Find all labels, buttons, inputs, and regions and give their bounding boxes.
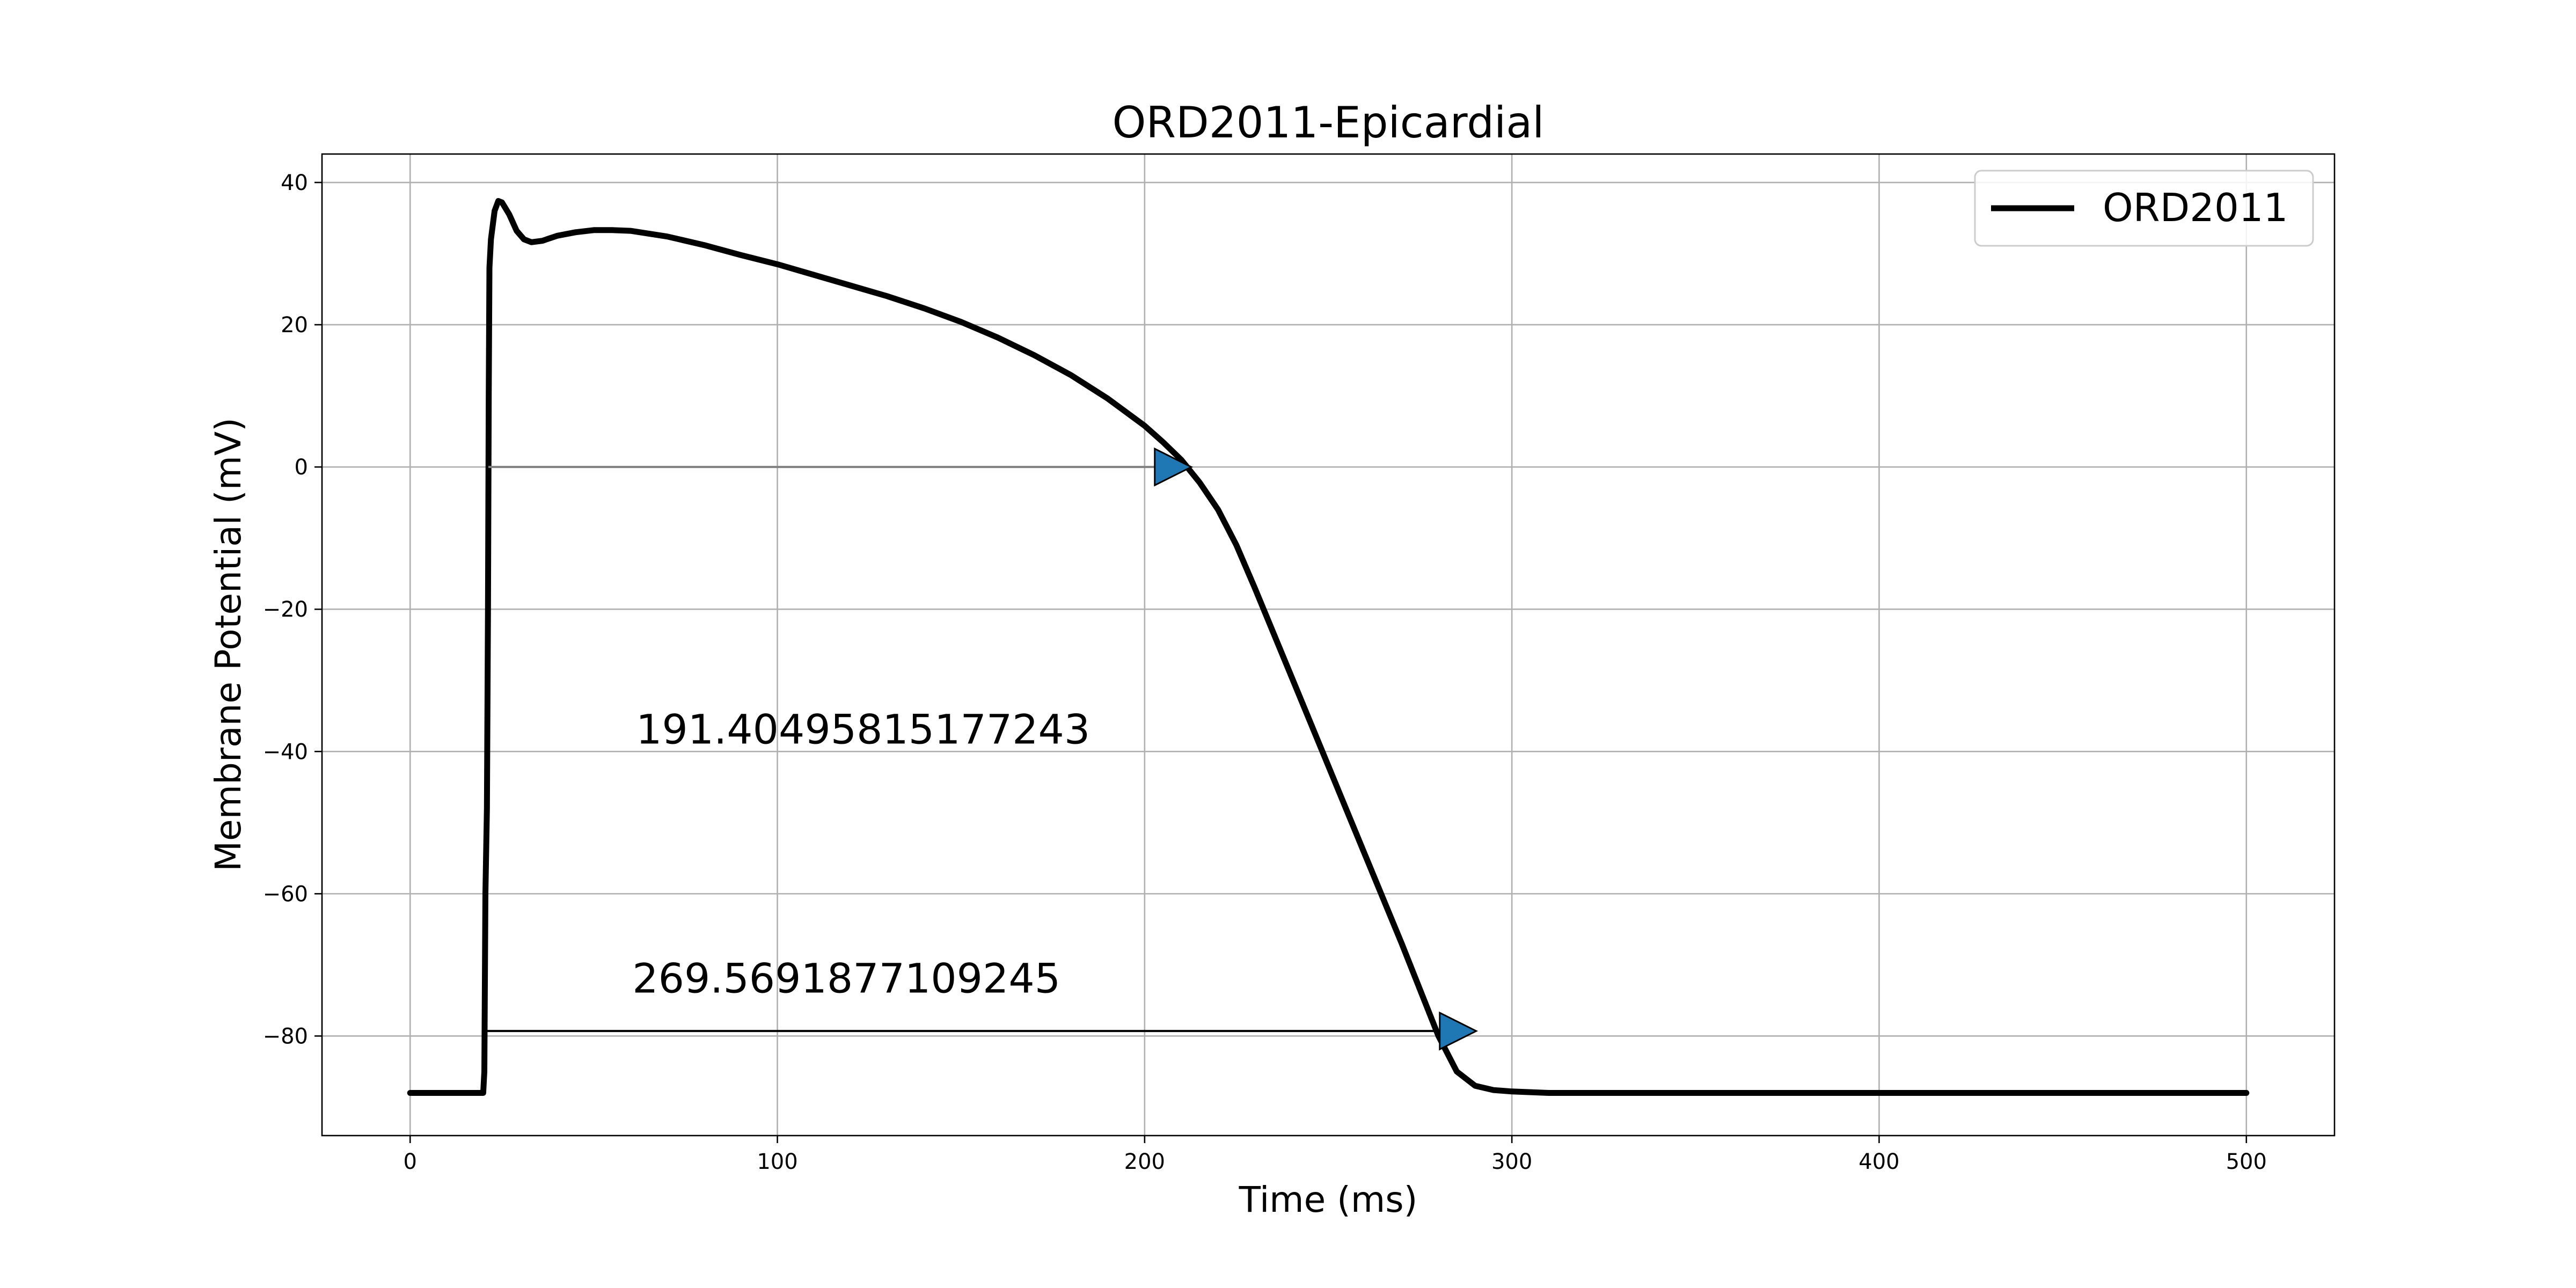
annotation-label-1: 191.40495815177243: [636, 706, 1090, 753]
annotation-label-2: 269.5691877109245: [632, 955, 1060, 1002]
annotation-arrow-head-1: [1154, 447, 1194, 487]
chart-title: ORD2011-Epicardial: [1113, 98, 1545, 148]
x-tick-label-300: 300: [1491, 1150, 1532, 1174]
x-axis-label: Time (ms): [1239, 1179, 1418, 1220]
x-tick-label-200: 200: [1124, 1150, 1165, 1174]
x-tick-label-400: 400: [1858, 1150, 1899, 1174]
y-tick-label--20: −20: [263, 597, 308, 622]
plot-frame: [321, 153, 2336, 1137]
y-tick-label-20: 20: [281, 313, 308, 338]
legend-entry-ord2011: ORD2011: [2103, 185, 2288, 230]
x-tick-label-0: 0: [404, 1150, 417, 1174]
y-tick-label-40: 40: [281, 171, 308, 195]
y-tick-label-0: 0: [295, 455, 308, 480]
ticks: 0 100 200 300 400 500 −80 −60 −40 −20 0 20 40: [263, 171, 2267, 1174]
x-tick-label-100: 100: [757, 1150, 797, 1174]
series-line-ord2011: [407, 198, 2250, 1096]
x-tick-label-500: 500: [2226, 1150, 2267, 1174]
annotations: 191.40495815177243 269.5691877109245: [486, 447, 1479, 1051]
legend: ORD2011: [1974, 170, 2314, 247]
y-axis-label: Membrane Potential (mV): [208, 418, 249, 872]
y-tick-label--60: −60: [263, 882, 308, 906]
y-tick-label--80: −80: [263, 1024, 308, 1049]
grid: [322, 154, 2334, 1136]
annotation-arrow-head-2: [1439, 1011, 1479, 1051]
y-tick-label--40: −40: [263, 740, 308, 764]
legend-box: [1974, 170, 2314, 247]
series-layer: [407, 198, 2250, 1096]
